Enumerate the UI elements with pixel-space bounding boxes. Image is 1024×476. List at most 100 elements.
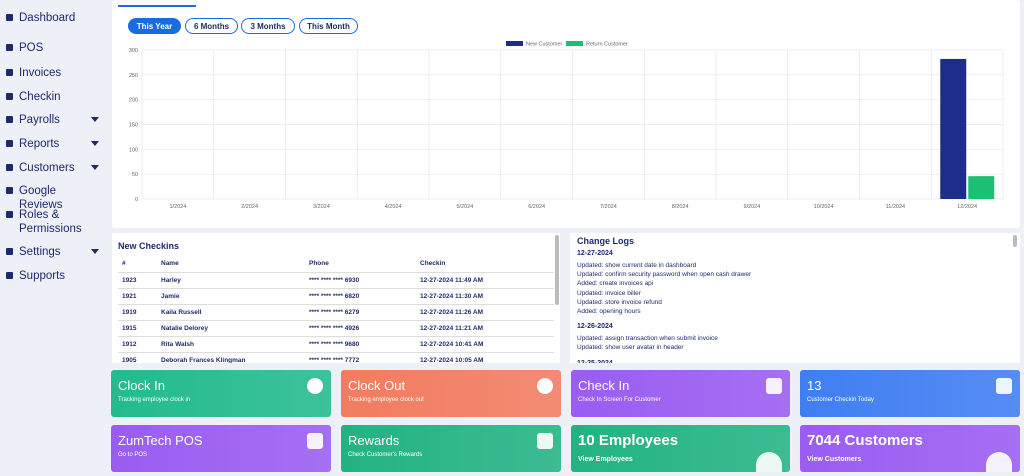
nav-icon — [6, 140, 13, 147]
log-entry: Updated: invoice biller — [577, 289, 641, 297]
row-divider — [118, 352, 554, 353]
nav-label: Roles & Permissions — [19, 209, 82, 235]
card-title: 13 — [807, 378, 822, 393]
table-cell: 1923 — [122, 277, 137, 284]
card-title: Rewards — [348, 433, 400, 448]
nav-label: POS — [19, 42, 44, 54]
row-divider — [118, 288, 554, 289]
y-tick-label: 100 — [129, 147, 138, 153]
shortcut-card[interactable]: ZumTech POS Go to POS — [111, 425, 331, 472]
card-title: Clock In — [118, 378, 165, 393]
nav-label: Settings — [19, 246, 61, 258]
dropdown-caret — [91, 165, 99, 170]
table-cell: Natalie Delorey — [161, 325, 208, 332]
table-cell: Deborah Frances Klingman — [161, 357, 246, 363]
legend-label: Return Customer — [586, 42, 628, 48]
nav-item[interactable]: Dashboard — [5, 11, 105, 25]
shortcut-card[interactable]: 7044 Customers View Customers — [800, 425, 1020, 472]
nav-icon — [6, 14, 13, 21]
log-date: 12-26-2024 — [577, 323, 613, 331]
table-cell: 12-27-2024 10:41 AM — [420, 341, 484, 348]
filter-button[interactable]: This Year — [128, 18, 181, 34]
table-cell: 1921 — [122, 293, 137, 300]
panel-title: Change Logs — [577, 236, 635, 246]
nav-icon — [6, 272, 13, 279]
card-subtitle: Tracking employee clock out — [348, 397, 424, 403]
y-tick-label: 250 — [129, 73, 138, 79]
nav-item[interactable]: Roles & Permissions — [5, 208, 105, 236]
legend-label: New Customer — [526, 42, 563, 48]
y-tick-label: 150 — [129, 123, 138, 129]
card-icon — [307, 378, 323, 394]
filter-button[interactable]: 3 Months — [241, 18, 295, 34]
table-cell: 1915 — [122, 325, 137, 332]
scrollbar — [555, 235, 559, 305]
card-icon — [307, 433, 323, 449]
card-icon — [996, 378, 1012, 394]
nav-item[interactable]: Google Reviews — [5, 184, 105, 212]
sidebar: Dashboard POS Invoices Checkin Payrolls Repor… — [0, 0, 105, 476]
dropdown-caret — [91, 249, 99, 254]
panel-title: New Checkins — [118, 241, 180, 251]
nav-label: Checkin — [19, 91, 61, 103]
table-cell: **** **** **** 4926 — [309, 325, 360, 332]
shortcut-card[interactable]: Rewards Check Customer's Rewards — [341, 425, 561, 472]
log-entry: Updated: assign transaction when submit … — [577, 335, 718, 343]
nav-item[interactable]: Supports — [5, 269, 105, 283]
card-icon — [756, 452, 782, 472]
card-icon — [537, 378, 553, 394]
table-cell: 12-27-2024 10:05 AM — [420, 357, 484, 363]
table-cell: 1905 — [122, 357, 137, 363]
log-entry: Added: opening hours — [577, 308, 641, 315]
shortcut-card[interactable]: 10 Employees View Employees — [571, 425, 790, 472]
table-cell: 12-27-2024 11:30 AM — [420, 293, 483, 300]
shortcut-card[interactable]: Check In Check In Screen For Customer — [571, 370, 790, 417]
nav-label: Customers — [19, 162, 75, 174]
card-title: Clock Out — [348, 378, 406, 393]
table-cell: **** **** **** 6820 — [309, 293, 360, 300]
nav-item[interactable]: Payrolls — [5, 113, 105, 127]
filter-button[interactable]: 6 Months — [185, 18, 238, 34]
shortcut-card[interactable]: 13 Customer Checkin Today — [800, 370, 1020, 417]
x-tick-label: 12/2024 — [957, 204, 977, 210]
x-tick-label: 7/2024 — [600, 204, 617, 210]
log-entry: Added: create invoices api — [577, 280, 654, 288]
legend-swatch — [506, 41, 523, 46]
nav-item[interactable]: POS — [5, 41, 105, 55]
chart: 0 50 100 150 200 250 300 New Customer Return Cus… — [129, 41, 1004, 210]
log-date: 12-27-2024 — [577, 250, 613, 257]
nav-label: Dashboard — [19, 12, 76, 24]
nav-item[interactable]: Customers — [5, 161, 105, 175]
nav-item[interactable]: Invoices — [5, 66, 105, 80]
nav-icon — [6, 116, 13, 123]
nav-item[interactable]: Settings — [5, 245, 105, 259]
shortcut-card[interactable]: Clock In Tracking employee clock in — [111, 370, 331, 417]
card-icon — [986, 452, 1012, 472]
table-cell: 1912 — [122, 341, 137, 348]
nav-label: Payrolls — [19, 114, 60, 126]
card-subtitle: View Customers — [807, 456, 862, 463]
nav-icon — [6, 93, 13, 100]
nav-icon — [6, 211, 13, 218]
x-tick-label: 3/2024 — [313, 204, 330, 210]
nav-label: Reports — [19, 138, 60, 150]
nav-item[interactable]: Reports — [5, 137, 105, 151]
dropdown-caret — [91, 141, 99, 146]
shortcut-card[interactable]: Clock Out Tracking employee clock out — [341, 370, 561, 417]
table-cell: 1919 — [122, 309, 137, 316]
column-header: # — [122, 260, 126, 267]
card-title: 7044 Customers — [807, 432, 923, 449]
tab-underline — [118, 5, 196, 7]
card-subtitle: Tracking employee clock in — [118, 397, 191, 403]
filter-button[interactable]: This Month — [299, 18, 358, 34]
changelog-panel: Change Logs 12-27-2024 Updated: show curr… — [570, 233, 1020, 363]
row-divider — [118, 336, 554, 337]
table-cell: 12-27-2024 11:21 AM — [420, 325, 483, 332]
card-subtitle: Check In Screen For Customer — [578, 397, 661, 403]
card-title: Check In — [578, 378, 630, 393]
x-tick-label: 1/2024 — [169, 204, 186, 210]
nav-item[interactable]: Checkin — [5, 90, 105, 104]
y-tick-label: 50 — [132, 172, 138, 178]
x-tick-label: 5/2024 — [456, 204, 473, 210]
